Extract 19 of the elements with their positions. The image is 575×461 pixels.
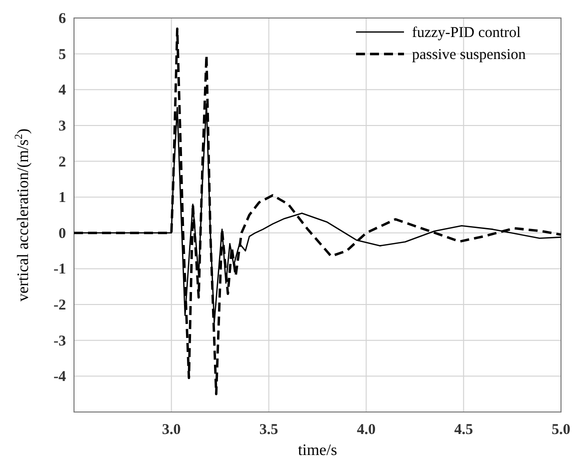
legend-label: passive suspension: [412, 47, 526, 63]
y-tick-label: -4: [54, 369, 66, 386]
x-tick-label: 5.0: [552, 422, 570, 438]
y-tick-label: 4: [58, 82, 66, 99]
y-tick-label: 5: [58, 46, 66, 63]
x-tick-label: 4.5: [454, 422, 473, 438]
x-tick-label: 3.0: [162, 422, 181, 438]
x-axis-title: time/s: [298, 442, 338, 459]
x-tick-label: 3.5: [259, 422, 278, 438]
y-tick-label: 1: [58, 190, 66, 206]
y-tick-label: 6: [58, 11, 66, 27]
y-tick-label: 0: [58, 226, 66, 242]
x-tick-label: 4.0: [356, 422, 376, 438]
y-tick-label: -2: [54, 298, 66, 314]
y-tick-label: -1: [54, 262, 66, 278]
y-tick-label: 2: [58, 154, 66, 170]
y-tick-label: 3: [58, 118, 66, 134]
y-tick-label: -3: [54, 333, 66, 350]
legend-label: fuzzy-PID control: [412, 25, 521, 41]
